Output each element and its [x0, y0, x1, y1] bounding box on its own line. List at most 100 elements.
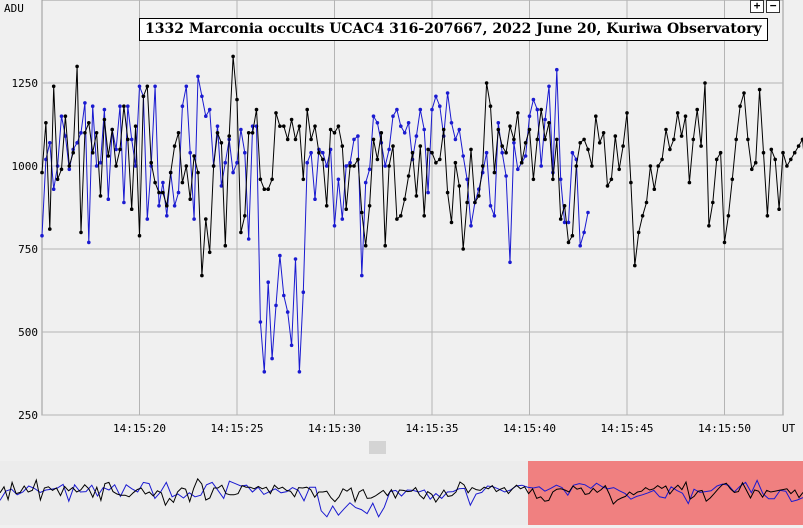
data-point [383, 243, 388, 248]
data-point [523, 141, 528, 145]
data-point [449, 220, 454, 225]
data-point [656, 164, 660, 168]
data-point [753, 160, 758, 165]
data-point [344, 207, 349, 211]
data-point [122, 200, 126, 205]
data-point [55, 164, 60, 168]
data-point [285, 137, 290, 142]
series-line [41, 69, 589, 372]
data-point [204, 217, 208, 221]
data-point [165, 204, 169, 208]
data-point [336, 177, 341, 182]
data-point [59, 114, 64, 118]
data-point [55, 177, 60, 182]
data-point [668, 147, 672, 152]
data-point [601, 131, 606, 135]
horizontal-scrollbar[interactable] [0, 441, 803, 454]
overview-selection-window[interactable] [528, 461, 803, 525]
data-point [726, 214, 731, 218]
data-point [406, 174, 411, 178]
data-point [243, 214, 247, 218]
data-point [496, 121, 501, 125]
data-point [789, 157, 793, 162]
data-point [48, 227, 52, 231]
data-point [675, 111, 680, 115]
data-point [672, 137, 676, 142]
data-point [367, 167, 372, 172]
data-point [321, 157, 325, 162]
data-point [75, 64, 79, 69]
zoom-out-button[interactable]: − [766, 0, 780, 13]
data-point [703, 81, 707, 85]
data-point [488, 104, 493, 108]
data-point [422, 214, 427, 218]
data-point [122, 104, 126, 108]
data-point [402, 131, 407, 135]
data-point [344, 164, 349, 168]
data-point [188, 150, 192, 155]
data-point [87, 240, 91, 245]
data-point [461, 247, 466, 251]
data-point [211, 164, 216, 168]
data-point [711, 200, 715, 205]
zoom-in-button[interactable]: + [750, 0, 764, 13]
x-tick-label: 14:15:30 [308, 422, 361, 435]
data-point [356, 134, 360, 138]
data-point [285, 310, 290, 314]
data-point [63, 114, 68, 118]
data-point [106, 197, 111, 201]
data-point [71, 150, 75, 155]
data-point [118, 147, 122, 152]
scrollbar-thumb[interactable] [369, 441, 386, 454]
data-point [531, 97, 536, 102]
data-point [184, 164, 189, 168]
data-point [714, 157, 719, 162]
data-point [235, 97, 239, 102]
data-point [769, 147, 774, 152]
data-point [196, 74, 200, 79]
data-point [215, 131, 220, 135]
overview-panel[interactable] [0, 461, 803, 525]
y-tick-label: 750 [18, 243, 38, 256]
data-point [566, 240, 571, 245]
data-point [59, 167, 64, 172]
data-point [449, 121, 454, 125]
data-point [496, 127, 501, 132]
data-point [188, 197, 192, 201]
data-point [118, 104, 122, 108]
plot-frame [41, 0, 784, 416]
data-point [297, 124, 302, 128]
data-point [633, 263, 637, 268]
data-point [792, 150, 797, 155]
data-point [87, 121, 91, 125]
data-point [519, 160, 524, 165]
x-tick-label: 14:15:40 [503, 422, 556, 435]
data-point [488, 204, 493, 208]
data-point [391, 144, 395, 148]
data-point [172, 204, 177, 208]
data-point [660, 157, 664, 162]
data-point [508, 124, 512, 128]
data-point [492, 214, 497, 218]
data-point [332, 131, 337, 135]
data-point [757, 87, 762, 92]
data-point [570, 233, 575, 238]
data-point [543, 137, 547, 142]
data-point [414, 134, 419, 138]
data-point [566, 220, 571, 225]
data-point [90, 150, 95, 155]
data-point [51, 187, 56, 191]
data-point [750, 167, 754, 172]
data-point [422, 127, 427, 132]
data-point [461, 154, 466, 158]
data-point [239, 230, 243, 235]
data-point [625, 111, 629, 115]
data-point [75, 141, 79, 145]
data-point [321, 150, 325, 155]
x-axis-unit-label: UT [782, 422, 796, 435]
data-point [445, 190, 450, 195]
data-point [691, 137, 696, 142]
data-point [231, 170, 235, 175]
data-point [465, 200, 469, 205]
data-point [165, 214, 169, 218]
